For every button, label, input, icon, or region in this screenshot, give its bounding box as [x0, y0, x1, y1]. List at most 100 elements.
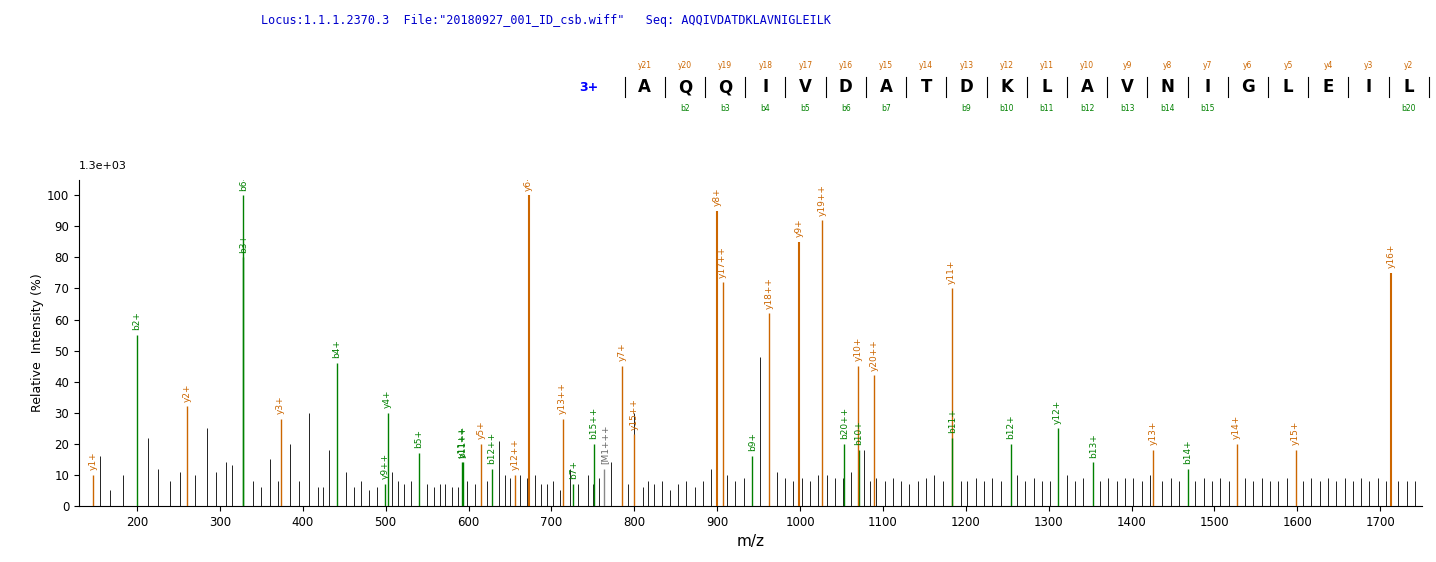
Text: b2: b2: [681, 104, 689, 113]
Text: b15: b15: [1200, 104, 1215, 113]
Text: y20: y20: [678, 61, 692, 70]
Text: V: V: [800, 78, 811, 96]
Text: y9++: y9++: [381, 454, 389, 479]
Text: b6: b6: [841, 104, 850, 113]
Text: y11: y11: [1040, 61, 1054, 70]
Text: y12++: y12++: [510, 438, 520, 470]
Text: y10: y10: [1080, 61, 1094, 70]
Text: b7: b7: [882, 104, 890, 113]
Text: y12: y12: [999, 61, 1014, 70]
Text: y1+: y1+: [89, 451, 98, 470]
Text: D: D: [839, 78, 853, 96]
Text: I: I: [1366, 78, 1371, 96]
Text: b4: b4: [761, 104, 770, 113]
Text: y17: y17: [798, 61, 813, 70]
Text: b20++: b20++: [840, 407, 849, 439]
Text: L: L: [1282, 78, 1294, 96]
Text: y16: y16: [839, 61, 853, 70]
Text: y7: y7: [1203, 61, 1212, 70]
Text: y9+: y9+: [794, 219, 803, 237]
X-axis label: m/z: m/z: [737, 534, 764, 549]
Text: y13++: y13++: [559, 382, 567, 414]
Text: y2: y2: [1404, 61, 1413, 70]
Text: y11+: y11+: [946, 260, 956, 284]
Text: y3+: y3+: [276, 396, 286, 414]
Text: b3: b3: [721, 104, 729, 113]
Text: A: A: [1081, 78, 1093, 96]
Text: V: V: [1122, 78, 1133, 96]
Text: y18++: y18++: [765, 277, 774, 309]
Text: y17++: y17++: [718, 246, 727, 278]
Text: b11++: b11++: [458, 425, 467, 457]
Text: y14+: y14+: [1232, 415, 1241, 439]
Text: y15++: y15++: [629, 398, 639, 430]
Text: b9+: b9+: [748, 433, 757, 451]
Text: L: L: [1041, 78, 1053, 96]
Text: b2+: b2+: [132, 311, 142, 330]
Text: y15+: y15+: [1291, 421, 1300, 445]
Text: b7+: b7+: [569, 460, 577, 479]
Text: y20++: y20++: [870, 339, 879, 371]
Text: b11+: b11+: [948, 408, 956, 433]
Text: y18: y18: [758, 61, 773, 70]
Text: y4+: y4+: [383, 389, 392, 408]
Text: y19: y19: [718, 61, 732, 70]
Text: y2+: y2+: [182, 383, 191, 402]
Text: y19++: y19++: [819, 184, 827, 216]
Text: y4: y4: [1324, 61, 1333, 70]
Text: b4+: b4+: [333, 339, 342, 359]
Text: b11: b11: [1040, 104, 1054, 113]
Text: Locus:1.1.1.2370.3  File:"20180927_001_ID_csb.wiff"   Seq: AQQIVDATDKLAVNIGLEILK: Locus:1.1.1.2370.3 File:"20180927_001_ID…: [261, 14, 830, 27]
Text: b12: b12: [1080, 104, 1094, 113]
Text: b14+: b14+: [1183, 439, 1192, 464]
Text: b9: b9: [962, 104, 971, 113]
Text: y11++: y11++: [458, 426, 467, 457]
Text: y13+: y13+: [1149, 421, 1157, 445]
Text: y16+: y16+: [1386, 244, 1396, 268]
Text: y6+: y6+: [524, 172, 533, 191]
Text: b12+: b12+: [1007, 414, 1015, 439]
Text: b6++: b6++: [238, 164, 248, 191]
Text: b20: b20: [1402, 104, 1416, 113]
Text: b12++: b12++: [487, 432, 497, 464]
Text: y10+: y10+: [853, 337, 862, 361]
Text: A: A: [880, 78, 892, 96]
Text: I: I: [1205, 78, 1211, 96]
Text: b15++: b15++: [589, 407, 599, 439]
Text: b3+: b3+: [238, 234, 248, 253]
Text: y8: y8: [1163, 61, 1172, 70]
Text: y7+: y7+: [617, 343, 626, 361]
Text: [M1+++: [M1+++: [600, 424, 609, 464]
Text: y5+: y5+: [477, 420, 485, 439]
Text: b10: b10: [999, 104, 1014, 113]
Text: T: T: [920, 78, 932, 96]
Text: E: E: [1323, 78, 1334, 96]
Text: y3: y3: [1364, 61, 1373, 70]
Text: G: G: [1241, 78, 1255, 96]
Text: b5+: b5+: [415, 429, 424, 448]
Text: D: D: [959, 78, 974, 96]
Text: y14: y14: [919, 61, 933, 70]
Text: b13+: b13+: [1088, 433, 1097, 457]
Text: N: N: [1160, 78, 1175, 96]
Text: y5: y5: [1284, 61, 1292, 70]
Text: y15: y15: [879, 61, 893, 70]
Text: y8+: y8+: [712, 188, 721, 206]
Text: b10+: b10+: [854, 420, 863, 445]
Text: y21: y21: [638, 61, 652, 70]
Text: I: I: [763, 78, 768, 96]
Y-axis label: Relative  Intensity (%): Relative Intensity (%): [32, 274, 45, 412]
Text: Q: Q: [678, 78, 692, 96]
Text: K: K: [1001, 78, 1012, 96]
Text: L: L: [1403, 78, 1414, 96]
Text: 3+: 3+: [580, 80, 599, 94]
Text: y9: y9: [1123, 61, 1132, 70]
Text: 1.3e+03: 1.3e+03: [79, 161, 126, 171]
Text: b13: b13: [1120, 104, 1134, 113]
Text: b5: b5: [801, 104, 810, 113]
Text: b14: b14: [1160, 104, 1175, 113]
Text: Q: Q: [718, 78, 732, 96]
Text: y12+: y12+: [1053, 399, 1063, 424]
Text: y13: y13: [959, 61, 974, 70]
Text: y6: y6: [1244, 61, 1252, 70]
